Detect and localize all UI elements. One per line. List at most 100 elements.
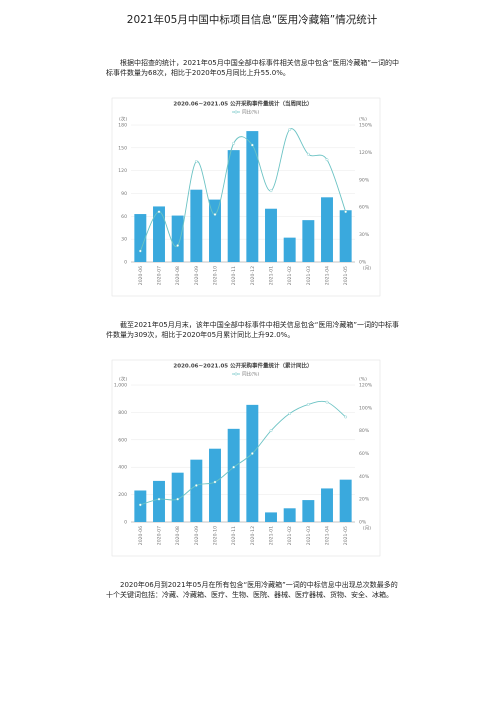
point (325, 400, 329, 404)
point (138, 503, 142, 507)
line (140, 400, 346, 506)
x-tick-label: 2020-07 (157, 526, 163, 545)
bar (227, 150, 240, 262)
y2-tick-label: 120% (359, 383, 373, 389)
y2-tick-label: 60% (359, 205, 370, 211)
bar (209, 199, 221, 262)
y-tick-label: 150 (118, 145, 127, 151)
page-title: 2021年05月中国中标项目信息“医用冷藏箱”情况统计 (126, 14, 378, 26)
bar (265, 512, 277, 522)
point (344, 210, 348, 214)
y2-tick-label: 30% (359, 232, 370, 238)
bar (265, 208, 277, 262)
legend-label: 同比(%) (242, 109, 259, 116)
x-tick-label: 2021-03 (306, 526, 312, 545)
point (176, 497, 180, 501)
bar (190, 459, 203, 522)
point (157, 497, 161, 501)
y-tick-label: 1,000 (114, 383, 127, 389)
point (138, 249, 142, 253)
y2-tick-label: 0% (359, 520, 367, 526)
point (269, 429, 273, 433)
legend-marker (234, 372, 238, 376)
bar (321, 197, 333, 262)
x-tick-label: 2020-09 (194, 266, 200, 285)
bar (302, 500, 315, 522)
x-tick-label: 2020-10 (213, 526, 219, 545)
y-axis-label: (次) (119, 116, 127, 123)
y-tick-label: 200 (118, 492, 127, 498)
x-tick-label: 2021-01 (269, 266, 275, 285)
y-tick-label: 120 (118, 168, 127, 174)
x-tick-label: 2020-07 (157, 266, 163, 285)
x-tick-label: 2021-05 (343, 266, 349, 285)
point (288, 412, 292, 415)
bar (134, 214, 147, 262)
bar (339, 479, 352, 522)
y2-tick-label: 100% (359, 405, 373, 411)
y2-axis-label: (%) (359, 377, 367, 383)
y2-tick-label: 60% (359, 451, 370, 457)
x-tick-label: 2021-04 (325, 266, 331, 285)
x-tick-label: 2021-04 (325, 526, 331, 545)
x-tick-label: 2021-02 (287, 266, 293, 285)
x-tick-label: 2020-11 (231, 266, 237, 285)
line (139, 128, 347, 252)
x-axis-label: (月) (363, 526, 371, 532)
point (213, 480, 217, 484)
chart-frame (111, 359, 381, 557)
bar (227, 428, 240, 522)
y-tick-label: 800 (118, 410, 127, 416)
bar (171, 472, 184, 522)
chart-frame (111, 97, 381, 297)
bar (246, 131, 259, 262)
y-tick-label: 400 (118, 465, 127, 471)
x-tick-label: 2021-01 (269, 526, 275, 545)
bar (283, 237, 296, 262)
legend-label: 同比(%) (242, 371, 259, 378)
point (250, 143, 254, 147)
point (194, 160, 198, 163)
chart-title: 2020.06~2021.05 公开采购事件量统计（当周同比） (173, 100, 312, 108)
chart-title: 2020.06~2021.05 公开采购事件量统计（累计同比） (173, 362, 312, 370)
y2-tick-label: 20% (359, 497, 370, 503)
x-tick-label: 2021-03 (306, 266, 312, 285)
point (157, 210, 161, 214)
bar (153, 206, 165, 262)
point (232, 141, 236, 145)
y-tick-label: 90 (121, 191, 127, 197)
point (306, 403, 310, 406)
y-tick-label: 0 (124, 260, 127, 266)
y-tick-label: 30 (121, 237, 127, 243)
y2-tick-label: 120% (359, 150, 373, 156)
bar (153, 480, 165, 522)
y2-tick-label: 40% (359, 474, 370, 480)
x-tick-label: 2020-12 (250, 526, 256, 545)
x-tick-label: 2021-02 (287, 526, 293, 545)
bar (302, 220, 315, 262)
bar (246, 404, 259, 522)
paragraph: 截至2021年05月月末，该年中国全部中标事件中相关信息包含“医用冷藏箱”一词的… (106, 321, 399, 339)
x-tick-label: 2020-06 (138, 526, 144, 545)
point (306, 152, 310, 156)
bar (190, 189, 203, 262)
y-axis-label: (次) (119, 376, 127, 383)
point (288, 128, 292, 131)
y2-tick-label: 80% (359, 428, 370, 434)
point (250, 452, 254, 455)
point (344, 415, 348, 419)
paragraph: 根据中招查的统计，2021年05月中国全部中标事件相关信息中包含“医用冷藏箱”一… (106, 59, 399, 77)
paragraph: 2020年06月到2021年05月在所有包含“医用冷藏箱”一词的中标信息中出现总… (106, 581, 398, 599)
y-tick-label: 0 (124, 520, 127, 526)
point (232, 465, 236, 469)
point (176, 244, 180, 247)
x-tick-label: 2020-11 (231, 526, 237, 545)
point (194, 484, 198, 487)
bar (209, 448, 221, 522)
y2-tick-label: 90% (359, 177, 370, 183)
x-tick-label: 2020-09 (194, 526, 200, 545)
y2-tick-label: 0% (359, 260, 367, 266)
y2-axis-label: (%) (359, 117, 367, 123)
point (213, 213, 217, 216)
